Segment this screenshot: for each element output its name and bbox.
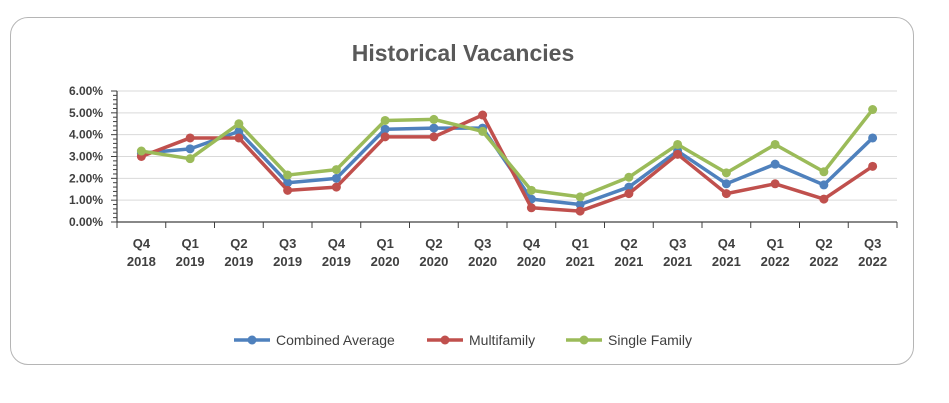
- data-point-single-family: [770, 139, 780, 149]
- series-line-single-family: [141, 108, 875, 199]
- data-point-multifamily: [575, 206, 585, 216]
- data-point-combined-average: [429, 123, 439, 133]
- y-tick-label: 3.00%: [69, 150, 103, 164]
- y-tick-label: 0.00%: [69, 215, 103, 229]
- x-tick-label: Q3 2022: [858, 236, 887, 269]
- legend: Combined Average Multifamily Single Family: [234, 332, 692, 348]
- x-tick-label: Q3 2020: [468, 236, 497, 269]
- x-tick-label: Q1 2021: [566, 236, 595, 269]
- x-tick-label: Q4 2019: [322, 236, 351, 269]
- data-point-multifamily: [868, 161, 878, 171]
- series-lines: [136, 105, 878, 216]
- y-tick-label: 5.00%: [69, 106, 103, 120]
- data-point-multifamily: [331, 182, 341, 192]
- x-tick-label: Q3 2021: [663, 236, 692, 269]
- data-point-multifamily: [526, 203, 536, 213]
- legend-swatch-marker: [579, 335, 589, 345]
- data-point-multifamily: [624, 189, 634, 199]
- x-tick-label: Q4 2020: [517, 236, 546, 269]
- data-point-combined-average: [575, 200, 585, 210]
- data-point-multifamily: [770, 179, 780, 189]
- chart-frame: [10, 17, 914, 365]
- x-axis-tick-labels: Q4 2018 Q1 2019 Q2 2019 Q3 2019 Q4 2019 Q1 2020 Q2 20…: [127, 236, 887, 269]
- data-point-single-family: [575, 192, 585, 202]
- legend-item-multifamily: Multifamily: [427, 332, 535, 348]
- x-tick-label: Q1 2022: [761, 236, 790, 269]
- data-point-combined-average: [185, 144, 195, 154]
- legend-label: Multifamily: [469, 332, 535, 348]
- data-point-multifamily: [478, 110, 488, 120]
- data-point-multifamily: [283, 185, 293, 195]
- legend-label: Combined Average: [276, 332, 395, 348]
- data-point-combined-average: [331, 173, 341, 183]
- legend-swatch-marker: [440, 335, 450, 345]
- data-point-multifamily: [721, 189, 731, 199]
- x-tick-label: Q3 2019: [273, 236, 302, 269]
- data-point-multifamily: [234, 133, 244, 143]
- data-point-multifamily: [819, 194, 829, 204]
- series-combined-average: [136, 123, 878, 210]
- chart-title: Historical Vacancies: [352, 40, 574, 66]
- data-point-single-family: [721, 168, 731, 178]
- y-tick-label: 6.00%: [69, 84, 103, 98]
- data-point-combined-average: [721, 179, 731, 189]
- gridlines: [117, 90, 897, 201]
- legend-label: Single Family: [608, 332, 692, 348]
- legend-item-single-family: Single Family: [566, 332, 692, 348]
- legend-swatch-marker: [247, 335, 257, 345]
- data-point-combined-average: [770, 159, 780, 169]
- x-tick-label: Q1 2019: [176, 236, 205, 269]
- y-tick-label: 1.00%: [69, 193, 103, 207]
- axes: [111, 90, 898, 228]
- data-point-single-family: [624, 172, 634, 182]
- data-point-single-family: [331, 165, 341, 175]
- y-tick-label: 4.00%: [69, 128, 103, 142]
- data-point-multifamily: [185, 133, 195, 143]
- x-tick-label: Q2 2019: [224, 236, 253, 269]
- y-tick-label: 2.00%: [69, 171, 103, 185]
- data-point-multifamily: [673, 149, 683, 159]
- data-point-single-family: [526, 185, 536, 195]
- data-point-single-family: [673, 139, 683, 149]
- data-point-combined-average: [283, 178, 293, 188]
- data-point-multifamily: [429, 132, 439, 142]
- data-point-single-family: [185, 154, 195, 164]
- x-tick-label: Q2 2021: [614, 236, 643, 269]
- data-point-single-family: [429, 114, 439, 124]
- x-tick-label: Q2 2020: [419, 236, 448, 269]
- y-axis-tick-labels: 0.00% 1.00% 2.00% 3.00% 4.00% 5.00% 6.00%: [69, 84, 103, 229]
- data-point-combined-average: [380, 124, 390, 134]
- series-line-combined-average: [141, 126, 874, 207]
- x-tick-label: Q1 2020: [371, 236, 400, 269]
- x-tick-label: Q4 2021: [712, 236, 741, 269]
- data-point-single-family: [283, 170, 293, 180]
- series-single-family: [136, 105, 878, 202]
- data-point-single-family: [819, 167, 829, 177]
- data-point-combined-average: [819, 180, 829, 190]
- data-point-single-family: [478, 126, 488, 136]
- data-point-single-family: [234, 119, 244, 129]
- data-point-single-family: [136, 146, 146, 156]
- x-tick-label: Q4 2018: [127, 236, 156, 269]
- data-point-single-family: [380, 115, 390, 125]
- data-point-combined-average: [234, 126, 244, 136]
- x-tick-label: Q2 2022: [809, 236, 838, 269]
- data-point-combined-average: [624, 182, 634, 192]
- legend-item-combined-average: Combined Average: [234, 332, 395, 348]
- data-point-single-family: [868, 105, 878, 115]
- data-point-multifamily: [380, 132, 390, 142]
- data-point-combined-average: [868, 133, 878, 143]
